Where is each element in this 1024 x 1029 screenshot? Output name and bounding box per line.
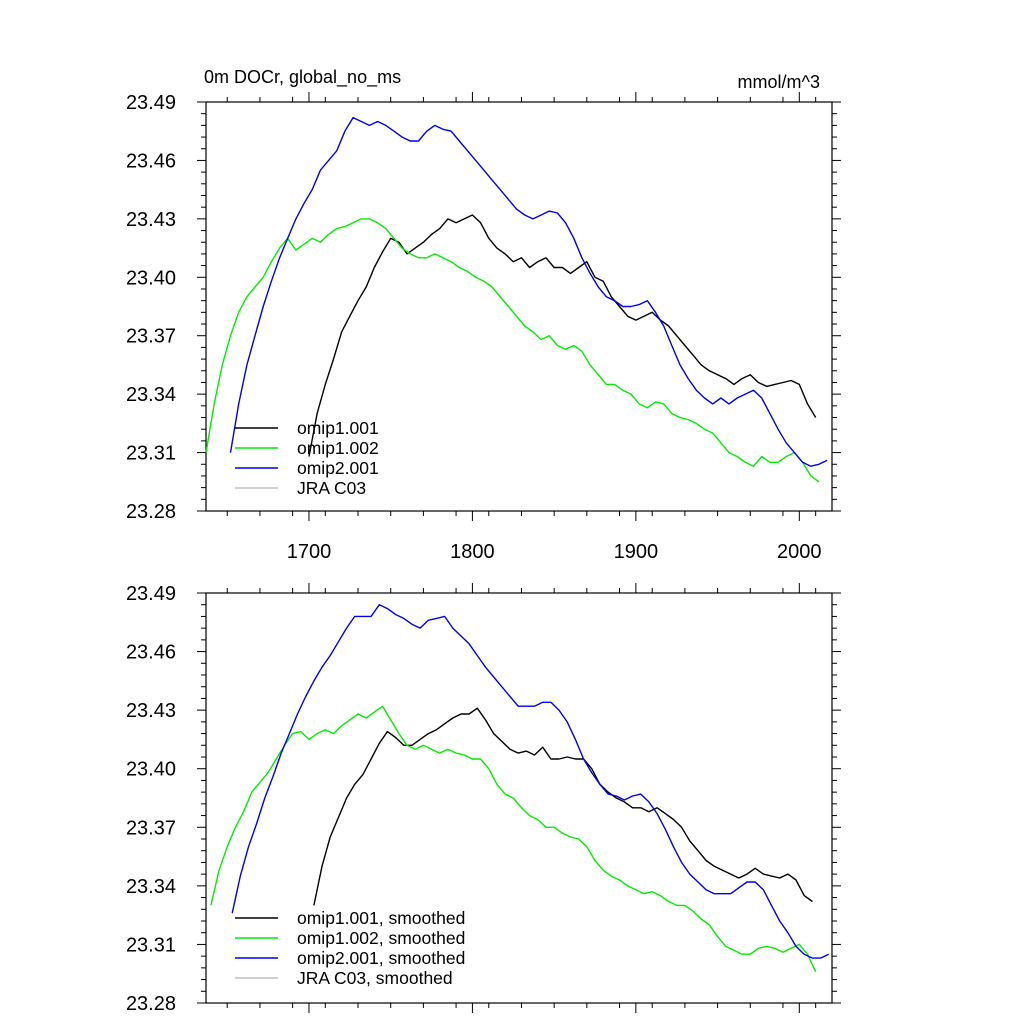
y-tick-label: 23.31 — [126, 934, 176, 956]
y-tick-label: 23.37 — [126, 817, 176, 839]
x-tick-label: 1700 — [287, 541, 332, 563]
legend-label: JRA C03 — [297, 478, 366, 498]
y-tick-label: 23.43 — [126, 209, 176, 231]
series-line-3 — [229, 116, 828, 467]
y-tick-label: 23.34 — [126, 384, 176, 406]
bottom-panel: 23.49 23.46 23.43 23.40 23.37 23.34 23.31 23.28… — [126, 583, 841, 1015]
y-tick-label: 23.37 — [126, 326, 176, 348]
y-tick-label: 23.28 — [126, 501, 176, 523]
x-tick-label: 1900 — [614, 541, 659, 563]
legend-label: omip1.002, smoothed — [297, 928, 465, 948]
y-tick-label: 23.43 — [126, 700, 176, 722]
legend-label: omip2.001 — [297, 458, 379, 478]
plot-frame — [205, 101, 833, 512]
legend-label: JRA C03, smoothed — [297, 968, 453, 988]
series-line-2 — [205, 218, 820, 483]
legend-label: omip2.001, smoothed — [297, 948, 465, 968]
y-tick-label: 23.49 — [126, 92, 176, 114]
legend-label: omip1.002 — [297, 438, 379, 458]
series-line-1 — [313, 707, 813, 906]
y-tick-label: 23.49 — [126, 583, 176, 605]
x-tick-label: 1800 — [450, 541, 495, 563]
legend-label: omip1.001, smoothed — [297, 908, 465, 928]
plot-frame — [205, 592, 833, 1004]
legend-label: omip1.001 — [297, 418, 379, 438]
chart-title-right: mmol/m^3 — [738, 72, 820, 92]
y-tick-label: 23.34 — [126, 876, 176, 898]
series-line-2 — [210, 705, 817, 973]
chart-title-left: 0m DOCr, global_no_ms — [204, 67, 401, 88]
y-tick-label: 23.46 — [126, 642, 176, 664]
y-tick-label: 23.40 — [126, 267, 176, 289]
top-panel: 0m DOCr, global_no_ms mmol/m^3 23.49 23.4… — [126, 67, 841, 563]
y-tick-label: 23.31 — [126, 443, 176, 465]
series-line-1 — [308, 214, 817, 457]
y-tick-label: 23.46 — [126, 150, 176, 172]
y-tick-label: 23.28 — [126, 993, 176, 1015]
y-tick-label: 23.40 — [126, 759, 176, 781]
x-tick-label: 2000 — [777, 541, 822, 563]
series-line-3 — [231, 604, 830, 959]
